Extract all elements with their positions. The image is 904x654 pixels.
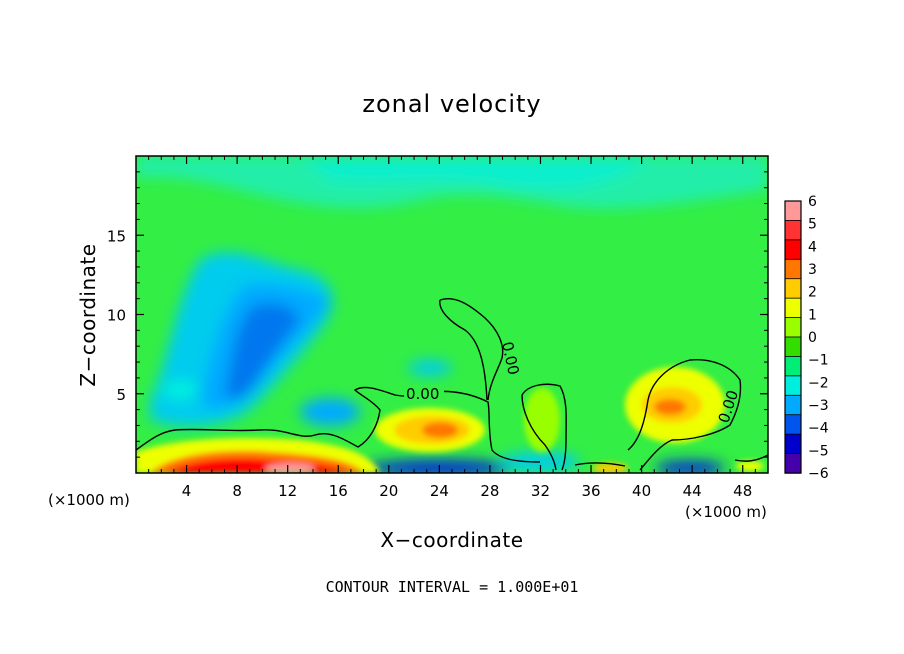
chart-title: zonal velocity xyxy=(362,90,541,118)
colorbar-swatch xyxy=(784,239,802,260)
y-axis-ticks: 5 10 15 xyxy=(107,171,768,458)
negative-patch-low xyxy=(300,398,360,426)
positive-32 xyxy=(524,388,560,452)
field-positive xyxy=(136,367,764,473)
y-tick-label: 10 xyxy=(107,307,126,325)
x-tick-label: 12 xyxy=(278,482,297,500)
x-tick-label: 16 xyxy=(329,482,348,500)
contour-label-1: 0.00 xyxy=(406,385,439,403)
x-axis-ticks: 4 8 12 16 20 24 28 32 36 40 44 48 xyxy=(148,156,756,500)
colorbar-swatch xyxy=(784,356,802,377)
zero-contour-tongue-inner xyxy=(439,299,488,401)
colorbar-swatch xyxy=(784,433,802,455)
x-tick-label: 40 xyxy=(632,482,651,500)
colorbar-label: −3 xyxy=(808,398,829,414)
colorbar-frame xyxy=(784,200,802,474)
x-tick-label: 36 xyxy=(581,482,600,500)
x-tick-label: 20 xyxy=(379,482,398,500)
colorbar-swatch xyxy=(784,200,802,222)
x-unit-right: (×1000 m) xyxy=(685,503,767,521)
colorbar-swatch xyxy=(784,453,802,474)
zero-contour-lower xyxy=(136,386,541,463)
x-axis-title: X−coordinate xyxy=(380,528,523,552)
y-tick-label: 5 xyxy=(116,386,126,404)
x-tick-label: 32 xyxy=(531,482,550,500)
x-tick-label: 44 xyxy=(683,482,702,500)
colorbar-swatch xyxy=(784,220,802,241)
colorbar-label: −6 xyxy=(808,466,829,482)
x-tick-label: 24 xyxy=(430,482,449,500)
y-axis-title: Z−coordinate xyxy=(76,243,100,386)
colorbar-label: −2 xyxy=(808,375,829,391)
negative-plume-core xyxy=(225,303,300,401)
positive-low-peak xyxy=(265,463,315,473)
colorbar-swatch xyxy=(784,414,802,435)
zero-contours xyxy=(136,298,768,471)
field-shading xyxy=(136,156,768,473)
positive-surface-48 xyxy=(736,461,764,471)
colorbar-swatch xyxy=(784,336,802,358)
colorbar-label: −1 xyxy=(808,353,829,369)
surface-negative-2 xyxy=(655,461,725,473)
colorbar-swatch xyxy=(784,297,802,319)
colorbar: 6 5 4 3 2 1 0 −1 −2 −3 −4 −5 −6 xyxy=(784,194,829,482)
x-tick-label: 48 xyxy=(733,482,752,500)
colorbar-swatch xyxy=(784,394,802,416)
plot-field: 0.00 0.00 0.00 xyxy=(136,156,768,473)
colorbar-label: 1 xyxy=(808,307,817,323)
colorbar-swatch xyxy=(784,317,802,338)
positive-surface-36 xyxy=(592,463,628,473)
zero-contour-surface xyxy=(574,454,768,467)
x-tick-label: 4 xyxy=(182,482,192,500)
negative-patch-mid xyxy=(408,360,452,376)
positive-44-core xyxy=(654,399,686,415)
colorbar-label: 5 xyxy=(808,217,817,233)
zero-contour-tongue xyxy=(439,298,504,401)
contour-interval-note: CONTOUR INTERVAL = 1.000E+01 xyxy=(326,578,579,596)
y-tick-label: 15 xyxy=(107,227,126,245)
x-unit-left: (×1000 m) xyxy=(48,491,130,509)
colorbar-label: 4 xyxy=(808,239,817,255)
upper-cyan-core xyxy=(300,156,650,189)
colorbar-swatch xyxy=(784,258,802,280)
x-tick-label: 8 xyxy=(232,482,242,500)
colorbar-label: 3 xyxy=(808,262,817,278)
negative-patch-left xyxy=(162,380,198,400)
contour-label-bg-1 xyxy=(404,385,444,401)
positive-mid-core xyxy=(422,422,458,438)
colorbar-label: 6 xyxy=(808,194,817,210)
zero-contour-44 xyxy=(627,358,742,471)
x-tick-label: 28 xyxy=(480,482,499,500)
colorbar-label: −5 xyxy=(808,443,829,459)
zero-contour-32 xyxy=(521,383,567,471)
colorbar-label: 2 xyxy=(808,285,817,301)
colorbar-swatch xyxy=(784,278,802,299)
colorbar-label: −4 xyxy=(808,421,829,437)
colorbar-label: 0 xyxy=(808,330,817,346)
colorbar-swatch xyxy=(784,375,802,396)
